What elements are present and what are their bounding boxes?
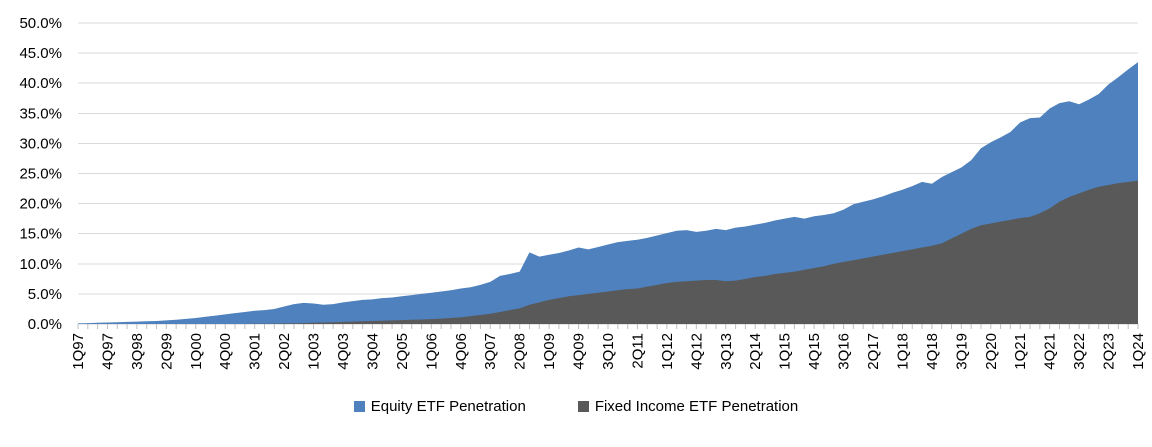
x-axis-label: 2Q17 — [865, 333, 882, 370]
y-axis-label: 15.0% — [19, 226, 62, 243]
x-axis-label: 1Q03 — [306, 333, 323, 370]
x-axis-label: 3Q13 — [718, 333, 735, 370]
x-axis-label: 2Q05 — [394, 333, 411, 370]
x-axis-label: 1Q12 — [659, 333, 676, 370]
x-axis-label: 1Q00 — [188, 333, 205, 370]
x-axis-label: 1Q06 — [423, 333, 440, 370]
x-axis-label: 2Q14 — [747, 333, 764, 370]
chart-plot-area: 0.0% 5.0% 10.0% 15.0% 20.0% 25.0% 30.0% 35.0% 40… — [19, 15, 1147, 370]
x-axis-label: 2Q11 — [629, 333, 646, 369]
x-axis-label: 4Q03 — [335, 333, 352, 370]
x-axis-label: 4Q06 — [453, 333, 470, 370]
x-axis-label: 1Q18 — [894, 333, 911, 370]
x-axis-label: 1Q97 — [70, 333, 87, 370]
y-axis-label: 0.0% — [28, 316, 62, 333]
x-axis-label: 3Q19 — [953, 333, 970, 370]
x-axis-label: 3Q04 — [364, 333, 381, 370]
x-axis-label: 1Q15 — [777, 333, 794, 370]
fixed-income-area-series — [78, 180, 1138, 324]
x-axis-label: 2Q08 — [512, 333, 529, 370]
x-axis-label: 4Q00 — [217, 333, 234, 370]
y-axis-label: 35.0% — [19, 105, 62, 122]
y-axis-label: 30.0% — [19, 135, 62, 152]
x-axis-label: 2Q23 — [1101, 333, 1118, 370]
x-axis-label: 3Q16 — [836, 333, 853, 370]
chart-canvas: 0.0% 5.0% 10.0% 15.0% 20.0% 25.0% 30.0% 35.0% 40… — [19, 15, 1147, 370]
x-axis-label: 3Q10 — [600, 333, 617, 370]
x-axis-label: 1Q24 — [1130, 333, 1147, 370]
y-axis-label: 20.0% — [19, 196, 62, 213]
x-axis-label: 4Q15 — [806, 333, 823, 370]
y-axis-label: 45.0% — [19, 45, 62, 62]
chart-legend: Equity ETF Penetration Fixed Income ETF … — [0, 398, 1152, 415]
x-axis-label: 2Q02 — [276, 333, 293, 370]
x-axis-label: 4Q97 — [99, 333, 116, 370]
y-axis-label: 25.0% — [19, 166, 62, 183]
x-axis-label: 2Q20 — [983, 333, 1000, 370]
x-axis-label: 3Q01 — [247, 333, 264, 370]
legend-item-fixed-income: Fixed Income ETF Penetration — [577, 398, 799, 415]
fixed-income-legend-label: Fixed Income ETF Penetration — [594, 398, 799, 415]
x-axis-label: 1Q09 — [541, 333, 558, 370]
y-axis-label: 40.0% — [19, 75, 62, 92]
x-axis-label: 3Q22 — [1071, 333, 1088, 370]
x-axis-label: 2Q99 — [158, 333, 175, 370]
y-axis-label: 50.0% — [19, 15, 62, 32]
x-axis-label: 3Q07 — [482, 333, 499, 370]
y-axis-label: 5.0% — [28, 286, 62, 303]
y-axis-label: 10.0% — [19, 256, 62, 273]
x-axis-label: 4Q12 — [688, 333, 705, 370]
x-axis-label: 3Q98 — [129, 333, 146, 370]
x-axis-label: 4Q18 — [924, 333, 941, 370]
x-axis-label: 1Q21 — [1012, 333, 1029, 370]
legend-item-equity: Equity ETF Penetration — [353, 398, 526, 415]
x-axis-label: 4Q09 — [571, 333, 588, 370]
equity-legend-marker-icon — [353, 401, 365, 412]
x-axis-label: 4Q21 — [1042, 333, 1059, 370]
fixed-income-legend-marker-icon — [577, 401, 589, 412]
equity-legend-label: Equity ETF Penetration — [370, 398, 526, 415]
